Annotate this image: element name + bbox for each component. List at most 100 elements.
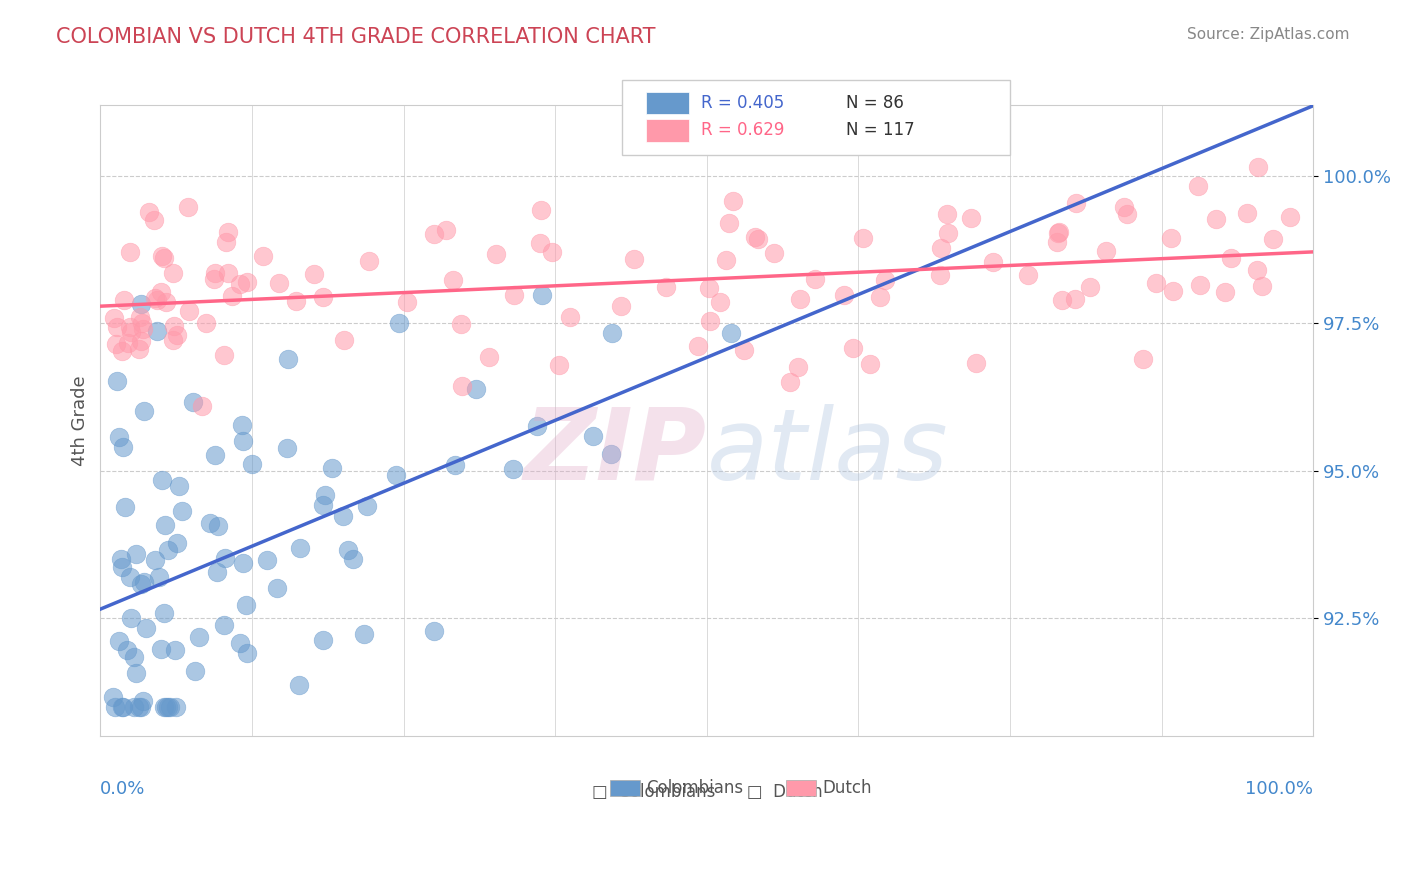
Point	[129, 699, 152, 714]
Point	[503, 287, 526, 301]
Point	[312, 290, 335, 304]
Text: 0.0%: 0.0%	[100, 780, 146, 798]
Point	[125, 547, 148, 561]
Point	[804, 272, 827, 286]
Point	[105, 337, 128, 351]
Text: R = 0.629: R = 0.629	[700, 121, 785, 139]
Point	[342, 551, 364, 566]
Point	[105, 319, 128, 334]
Point	[1250, 278, 1272, 293]
Point	[1189, 277, 1212, 292]
Point	[194, 316, 217, 330]
Point	[747, 232, 769, 246]
Point	[232, 557, 254, 571]
Point	[277, 351, 299, 366]
Point	[385, 468, 408, 483]
Point	[1080, 279, 1102, 293]
Point	[321, 460, 343, 475]
Point	[789, 292, 811, 306]
Point	[526, 418, 548, 433]
Point	[202, 272, 225, 286]
Point	[132, 404, 155, 418]
Point	[146, 324, 169, 338]
Point	[177, 200, 200, 214]
Point	[122, 699, 145, 714]
Point	[541, 244, 564, 259]
Text: □  Colombians      □  Dutch: □ Colombians □ Dutch	[592, 783, 823, 802]
Point	[1187, 179, 1209, 194]
Point	[148, 570, 170, 584]
Point	[852, 231, 875, 245]
Point	[143, 291, 166, 305]
Point	[1064, 196, 1087, 211]
Point	[167, 479, 190, 493]
Y-axis label: 4th Grade: 4th Grade	[72, 376, 89, 466]
Point	[699, 314, 721, 328]
Point	[443, 458, 465, 472]
Point	[332, 509, 354, 524]
Point	[143, 552, 166, 566]
Point	[104, 699, 127, 714]
Point	[145, 293, 167, 307]
Point	[709, 294, 731, 309]
Point	[179, 304, 201, 318]
Point	[132, 694, 155, 708]
Point	[441, 273, 464, 287]
Point	[266, 581, 288, 595]
Text: N = 86: N = 86	[846, 94, 904, 112]
Point	[166, 536, 188, 550]
Point	[287, 678, 309, 692]
FancyBboxPatch shape	[647, 120, 689, 142]
Point	[135, 621, 157, 635]
Point	[128, 310, 150, 325]
Point	[120, 610, 142, 624]
Point	[128, 699, 150, 714]
Point	[451, 379, 474, 393]
Text: Colombians: Colombians	[647, 779, 744, 797]
Point	[832, 288, 855, 302]
Point	[929, 241, 952, 255]
Point	[157, 543, 180, 558]
Point	[103, 311, 125, 326]
Point	[229, 636, 252, 650]
Point	[936, 226, 959, 240]
Point	[120, 319, 142, 334]
Point	[530, 288, 553, 302]
Point	[143, 212, 166, 227]
Point	[686, 339, 709, 353]
Point	[333, 333, 356, 347]
Point	[1046, 235, 1069, 249]
Point	[108, 634, 131, 648]
Point	[101, 690, 124, 705]
Point	[717, 216, 740, 230]
Point	[582, 429, 605, 443]
Point	[288, 541, 311, 555]
Point	[842, 341, 865, 355]
Point	[1017, 268, 1039, 282]
Point	[787, 360, 810, 375]
Point	[204, 266, 226, 280]
Point	[1246, 263, 1268, 277]
Point	[153, 252, 176, 266]
Point	[1278, 210, 1301, 224]
Point	[207, 518, 229, 533]
Point	[723, 194, 745, 208]
Point	[181, 395, 204, 409]
Point	[172, 504, 194, 518]
Point	[212, 618, 235, 632]
Point	[697, 281, 720, 295]
Point	[936, 207, 959, 221]
Point	[129, 334, 152, 348]
Point	[217, 266, 239, 280]
FancyBboxPatch shape	[647, 92, 689, 114]
Point	[599, 446, 621, 460]
Point	[120, 245, 142, 260]
Point	[314, 488, 336, 502]
Point	[960, 211, 983, 226]
Point	[1205, 211, 1227, 226]
Point	[356, 499, 378, 513]
Point	[122, 649, 145, 664]
Point	[110, 552, 132, 566]
Point	[465, 382, 488, 396]
Point	[423, 227, 446, 241]
